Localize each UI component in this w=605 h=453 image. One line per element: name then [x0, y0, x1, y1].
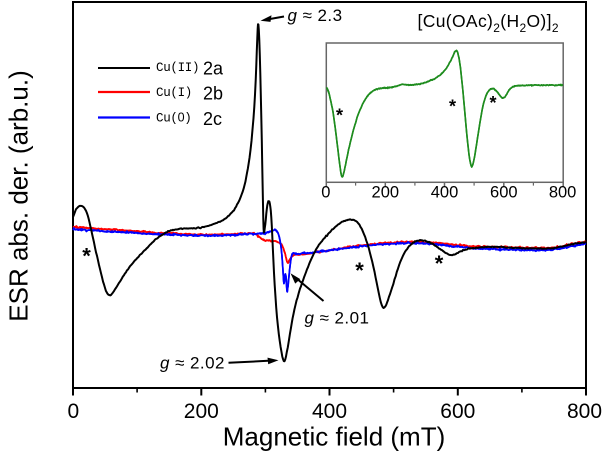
svg-text:g ≈ 2.02: g ≈ 2.02	[160, 353, 225, 372]
svg-text:2a: 2a	[203, 59, 224, 79]
svg-text:600: 600	[490, 184, 518, 202]
svg-text:800: 800	[567, 400, 602, 423]
svg-text:g ≈ 2.3: g ≈ 2.3	[288, 6, 343, 25]
svg-text:Magnetic field (mT): Magnetic field (mT)	[223, 422, 446, 452]
svg-text:[Cu(OAc)2(H2O)]2: [Cu(OAc)2(H2O)]2	[418, 11, 559, 35]
svg-text:g ≈ 2.01: g ≈ 2.01	[305, 309, 370, 328]
svg-text:400: 400	[431, 184, 459, 202]
svg-text:800: 800	[549, 184, 577, 202]
svg-text:2c: 2c	[203, 109, 222, 129]
svg-text:Cu(II): Cu(II)	[156, 61, 199, 75]
svg-text:ESR abs. der. (arb.u.): ESR abs. der. (arb.u.)	[4, 70, 34, 321]
svg-text:*: *	[355, 258, 364, 283]
svg-text:*: *	[489, 93, 496, 113]
svg-text:*: *	[449, 97, 456, 117]
svg-text:0: 0	[321, 184, 330, 202]
svg-text:200: 200	[372, 184, 400, 202]
svg-text:0: 0	[68, 400, 80, 423]
svg-text:Cu(I): Cu(I)	[156, 86, 192, 100]
svg-text:*: *	[435, 251, 444, 276]
svg-text:Cu(0): Cu(0)	[156, 110, 191, 125]
svg-text:2b: 2b	[203, 84, 223, 104]
svg-text:200: 200	[184, 400, 219, 423]
svg-text:*: *	[82, 244, 91, 269]
svg-text:600: 600	[440, 400, 475, 423]
svg-text:*: *	[336, 106, 343, 126]
svg-text:400: 400	[312, 400, 347, 423]
